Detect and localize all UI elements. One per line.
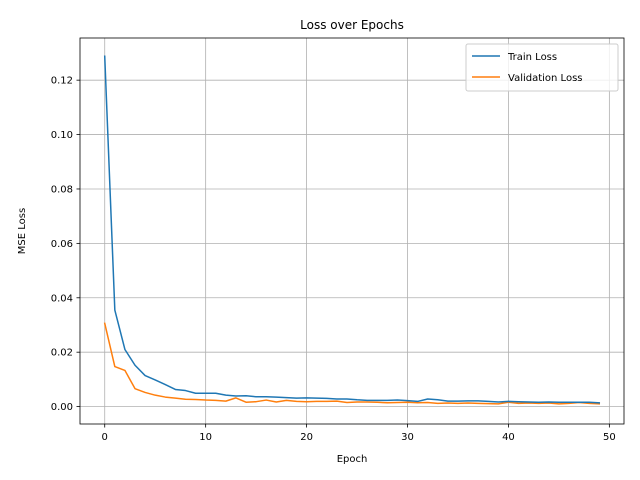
y-tick-label: 0.12 <box>51 76 73 87</box>
x-tick-label: 20 <box>300 432 313 443</box>
x-axis: 0 10 20 30 40 50 <box>102 424 616 443</box>
plot-frame <box>79 37 625 425</box>
y-axis: 0.00 0.02 0.04 0.06 0.08 0.10 0.12 <box>51 76 80 413</box>
series-line-train-loss <box>103 55 601 404</box>
chart-title: Loss over Epochs <box>300 18 404 32</box>
x-tick-label: 30 <box>401 432 414 443</box>
x-tick-label: 40 <box>502 432 515 443</box>
series-layer <box>103 55 601 405</box>
y-tick-label: 0.02 <box>51 348 73 359</box>
series-line-validation-loss <box>103 322 601 405</box>
y-tick-label: 0.04 <box>51 293 73 304</box>
legend-label-train: Train Loss <box>507 52 557 63</box>
x-axis-label: Epoch <box>337 454 368 465</box>
x-tick-label: 10 <box>199 432 212 443</box>
y-tick-label: 0.00 <box>51 402 73 413</box>
x-tick-label: 0 <box>102 432 108 443</box>
y-tick-label: 0.06 <box>51 239 73 250</box>
legend-label-validation: Validation Loss <box>508 73 583 84</box>
x-tick-label: 50 <box>603 432 616 443</box>
legend: Train Loss Validation Loss <box>465 43 619 92</box>
legend-box <box>465 43 619 92</box>
grid <box>80 38 624 424</box>
y-tick-label: 0.10 <box>51 130 73 141</box>
y-axis-label: MSE Loss <box>17 208 28 254</box>
y-tick-label: 0.08 <box>51 184 73 195</box>
